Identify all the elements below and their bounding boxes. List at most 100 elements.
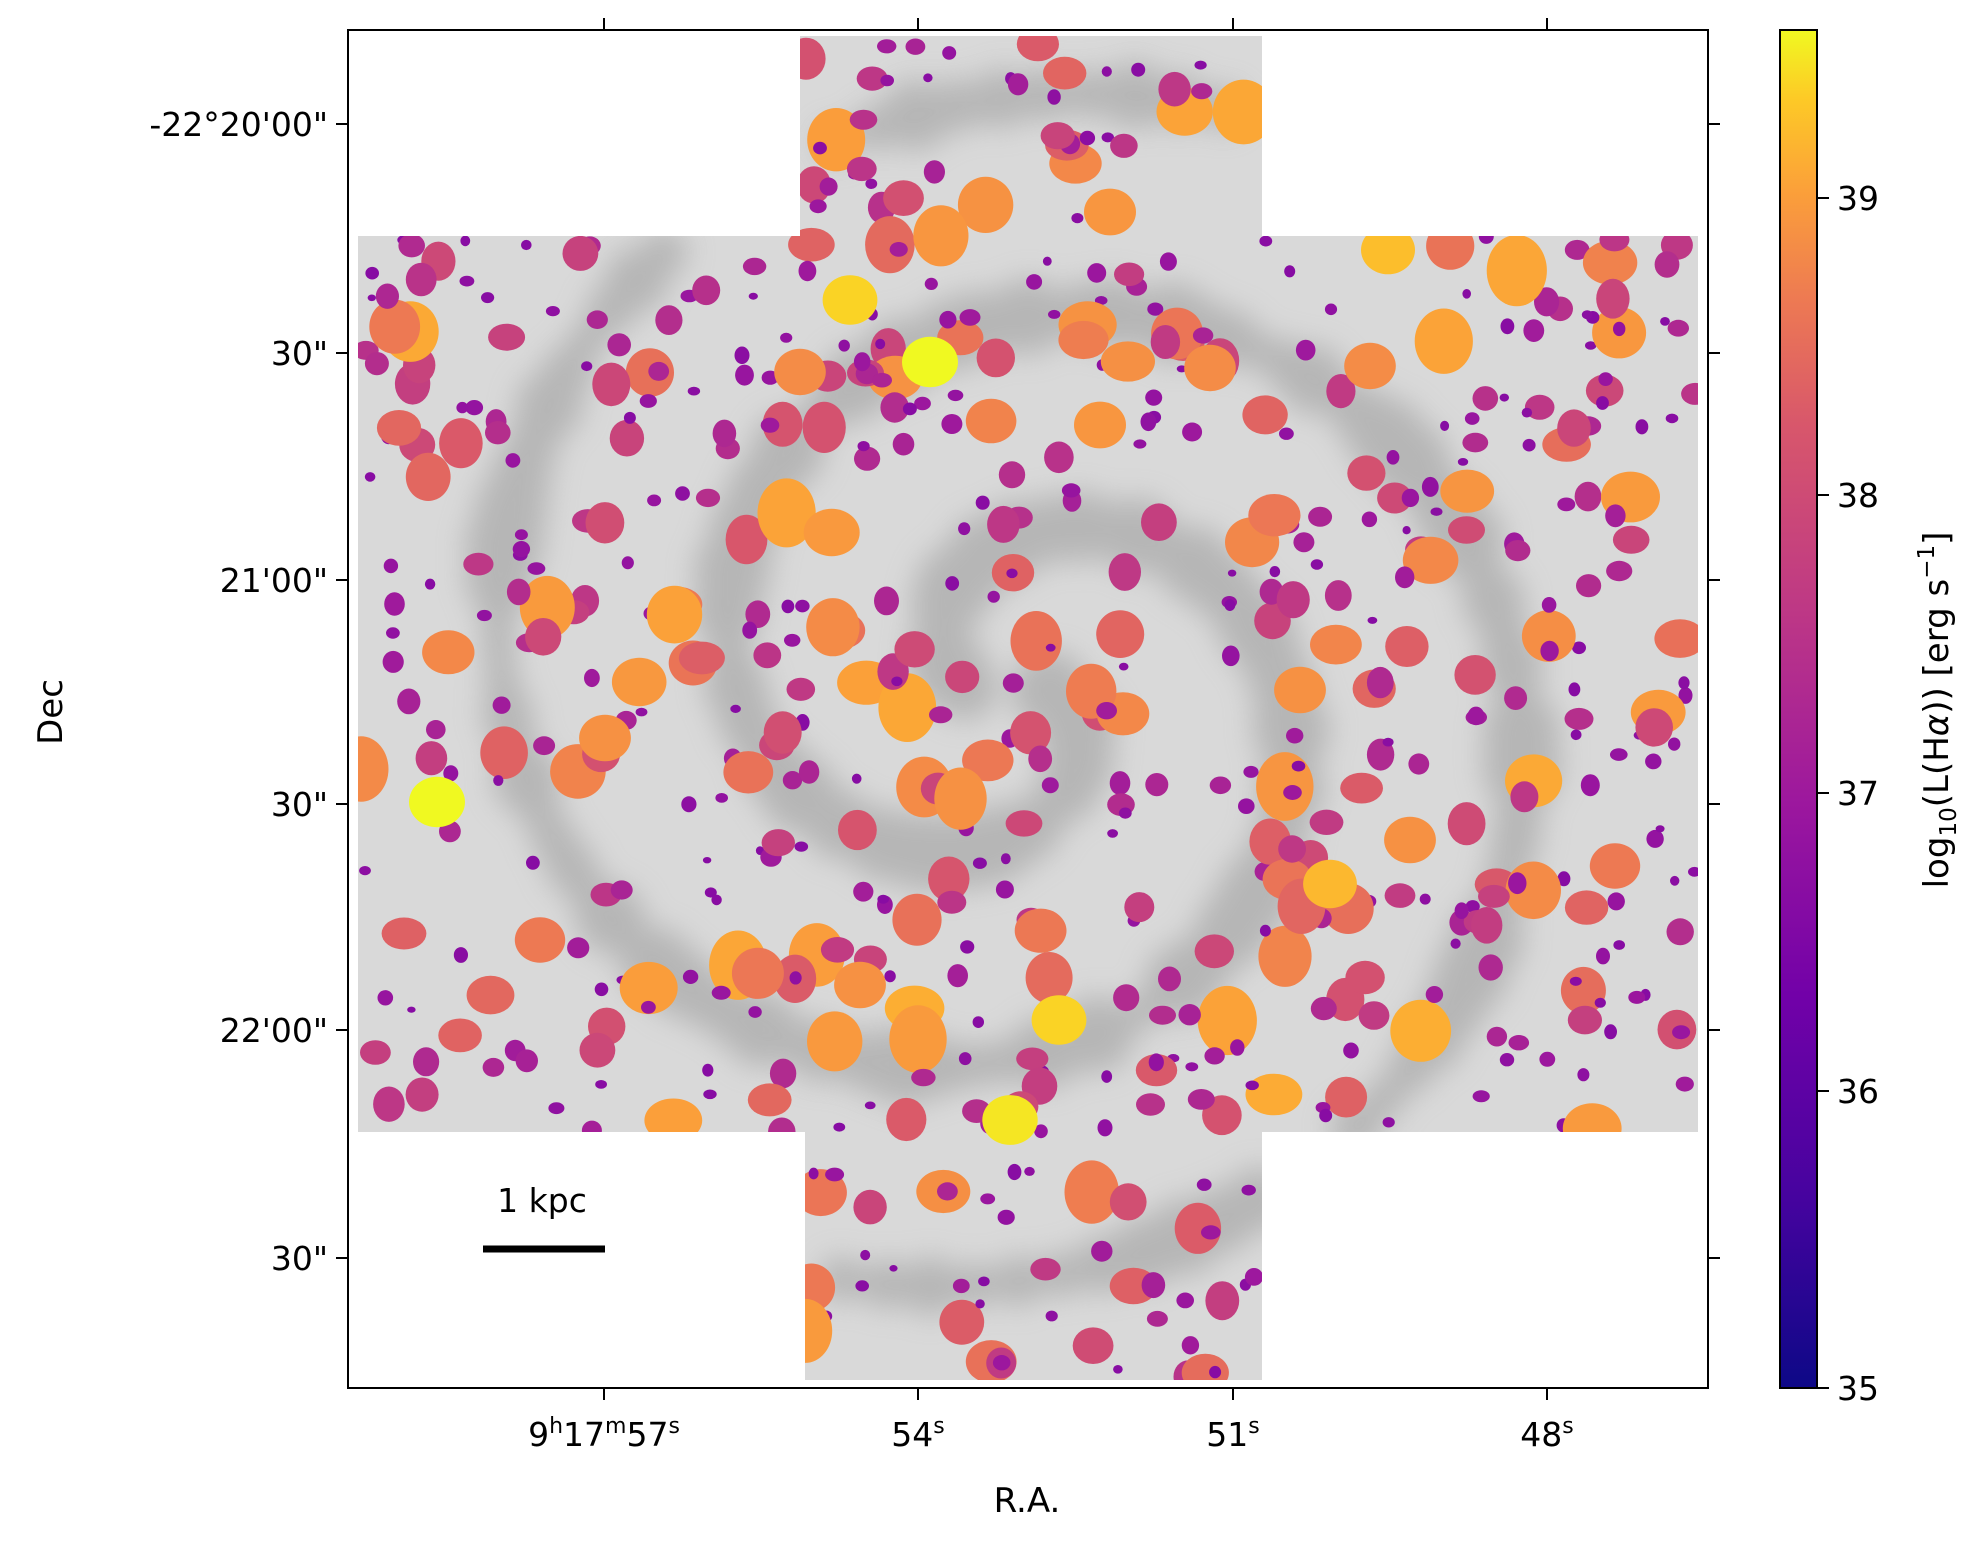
hii-region xyxy=(788,227,835,262)
hii-region xyxy=(1293,532,1315,553)
hii-region xyxy=(1581,310,1593,320)
hii-region xyxy=(786,37,826,80)
hii-region xyxy=(1150,325,1181,359)
hii-region xyxy=(820,937,855,963)
hii-region-bright xyxy=(1031,995,1087,1045)
hii-region xyxy=(1308,506,1333,527)
hii-region xyxy=(942,46,957,60)
hii-region xyxy=(413,1047,440,1077)
hii-region xyxy=(1241,1184,1256,1196)
hii-region xyxy=(1141,1272,1166,1299)
hii-region xyxy=(962,739,1014,782)
hii-region xyxy=(1539,1051,1556,1067)
hii-region xyxy=(872,372,892,388)
dec-tick-label: -22°20'00" xyxy=(149,105,328,144)
hii-region xyxy=(947,964,968,988)
hii-region xyxy=(1467,706,1485,726)
hii-region xyxy=(621,556,634,570)
hii-region-bright xyxy=(822,275,878,325)
hii-region xyxy=(1014,908,1067,953)
hii-region xyxy=(383,558,399,574)
hii-region xyxy=(802,401,846,453)
hii-region xyxy=(892,432,915,456)
hii-region xyxy=(997,1209,1015,1225)
hii-region xyxy=(1421,476,1439,497)
hii-region xyxy=(1574,481,1602,512)
hii-region xyxy=(1596,396,1609,410)
colorbar: 35 36 37 38 39 log10(L(Hα)) [erg s−1] xyxy=(1779,29,1962,1408)
hii-region xyxy=(929,706,953,724)
hii-region xyxy=(958,522,971,536)
hii-region-bright xyxy=(1303,859,1357,909)
hii-region xyxy=(1500,318,1515,335)
hii-region xyxy=(886,1097,927,1142)
hii-region xyxy=(808,1167,819,1180)
hii-region xyxy=(1026,274,1043,290)
hii-region xyxy=(1628,990,1646,1004)
hii-region xyxy=(1605,504,1626,528)
hii-region xyxy=(857,441,870,452)
hii-region xyxy=(928,856,970,902)
hii-region xyxy=(505,453,521,468)
hii-region xyxy=(1310,624,1362,665)
hii-region xyxy=(704,887,717,898)
hii-region xyxy=(1326,374,1356,409)
hii-region xyxy=(1612,525,1650,554)
hii-region xyxy=(1457,458,1469,466)
hii-region xyxy=(711,985,731,1000)
hii-region xyxy=(481,292,495,304)
hii-region xyxy=(1025,952,1073,1004)
hii-region xyxy=(1419,893,1431,905)
hii-region xyxy=(1524,394,1555,420)
hii-region xyxy=(488,323,526,351)
hii-region xyxy=(482,1057,505,1077)
hii-region xyxy=(1454,655,1496,695)
hii-region-bright xyxy=(1344,342,1396,390)
hii-region xyxy=(506,578,531,606)
hii-region xyxy=(527,562,546,575)
hii-region xyxy=(1447,802,1486,846)
hii-region xyxy=(987,505,1020,543)
hii-region xyxy=(514,529,528,541)
colorbar-label: log10(L(Hα)) [erg s−1] xyxy=(1914,532,1962,889)
hii-region xyxy=(1572,641,1586,655)
hii-region xyxy=(1209,776,1232,795)
hii-region xyxy=(1243,765,1259,778)
hii-region xyxy=(1562,1103,1622,1154)
hii-region xyxy=(1425,986,1444,1003)
hii-region xyxy=(1596,278,1630,319)
hii-region xyxy=(865,178,878,189)
hii-region xyxy=(924,277,938,290)
hii-region xyxy=(807,1011,863,1072)
hii-region xyxy=(1079,130,1096,146)
hii-region xyxy=(1101,66,1112,77)
hii-region xyxy=(1646,829,1664,848)
hii-region xyxy=(1185,1062,1199,1072)
hii-region xyxy=(725,514,768,565)
hii-region xyxy=(1366,666,1394,699)
hii-region xyxy=(798,260,817,282)
hii-region xyxy=(644,1098,703,1143)
hii-region xyxy=(1635,419,1649,435)
hii-region xyxy=(584,668,600,688)
hii-region xyxy=(995,880,1014,899)
hii-region xyxy=(807,108,866,172)
hii-region xyxy=(358,736,389,802)
hii-region xyxy=(1324,303,1338,316)
hii-region xyxy=(562,235,599,271)
hii-region xyxy=(1382,1117,1395,1128)
hii-region xyxy=(1613,940,1625,950)
hii-region xyxy=(1295,339,1316,361)
hii-region xyxy=(1534,287,1560,317)
hii-region xyxy=(1464,412,1480,425)
hii-region xyxy=(360,1040,391,1065)
hii-region xyxy=(1178,1004,1201,1026)
hii-region xyxy=(1096,610,1145,658)
hii-region xyxy=(813,141,827,155)
hii-region xyxy=(1654,619,1698,658)
hii-region xyxy=(1204,1047,1225,1065)
hii-region xyxy=(889,1265,898,1272)
hii-region xyxy=(586,310,608,330)
hii-region xyxy=(1191,83,1213,100)
hii-region xyxy=(1347,455,1386,491)
